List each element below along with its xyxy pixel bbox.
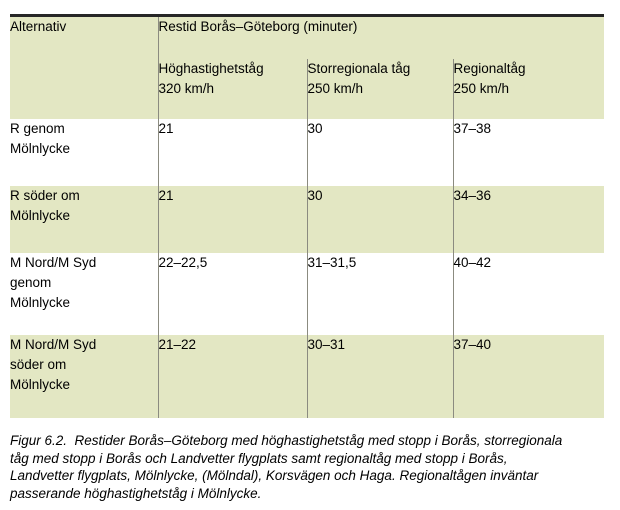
cell-value: 30 (306, 118, 453, 186)
corner-header-alternativ: Alternativ (10, 15, 158, 119)
row-label: M Nord/M Syd söder om Mölnlycke (10, 336, 97, 392)
cell-value: 30 (306, 185, 453, 253)
row-label: M Nord/M Syd genom Mölnlycke (10, 254, 97, 310)
cell-value: 37–38 (452, 118, 605, 186)
row-label: R genom Mölnlycke (10, 120, 71, 156)
table-header-row: Alternativ Restid Borås–Göteborg (minute… (10, 15, 605, 119)
column-header-storregionala-tag: Storregionala tåg 250 km/h (306, 58, 453, 119)
table-row: R söder om Mölnlycke 21 30 34–36 (10, 185, 605, 253)
table-subheader-row: Höghastighetståg 320 km/h Storregionala … (10, 58, 605, 119)
cell-value: 21–22 (157, 334, 307, 418)
table-spanning-header: Restid Borås–Göteborg (minuter) (157, 15, 605, 59)
cell-value: 22–22,5 (157, 252, 307, 335)
cell-value: 40–42 (452, 252, 605, 335)
cell-value: 31–31,5 (306, 252, 453, 335)
cell-value: 21 (157, 118, 307, 186)
cell-value: 34–36 (452, 185, 605, 253)
column-header-hoghastighetstag: Höghastighetståg 320 km/h (157, 58, 307, 119)
table-row: R genom Mölnlycke 21 30 37–38 (10, 118, 605, 186)
cell-value: 21 (157, 185, 307, 253)
travel-time-table: Alternativ Restid Borås–Göteborg (minute… (10, 14, 605, 418)
table-row: M Nord/M Syd söder om Mölnlycke 21–22 30… (10, 334, 605, 418)
cell-value: 30–31 (306, 334, 453, 418)
cell-value: 37–40 (452, 334, 605, 418)
table-row: M Nord/M Syd genom Mölnlycke 22–22,5 31–… (10, 252, 605, 335)
column-header-regionaltag: Regionaltåg 250 km/h (452, 58, 605, 119)
row-label: R söder om Mölnlycke (10, 187, 80, 223)
figure-caption: Figur 6.2. Restider Borås–Göteborg med h… (10, 433, 563, 501)
